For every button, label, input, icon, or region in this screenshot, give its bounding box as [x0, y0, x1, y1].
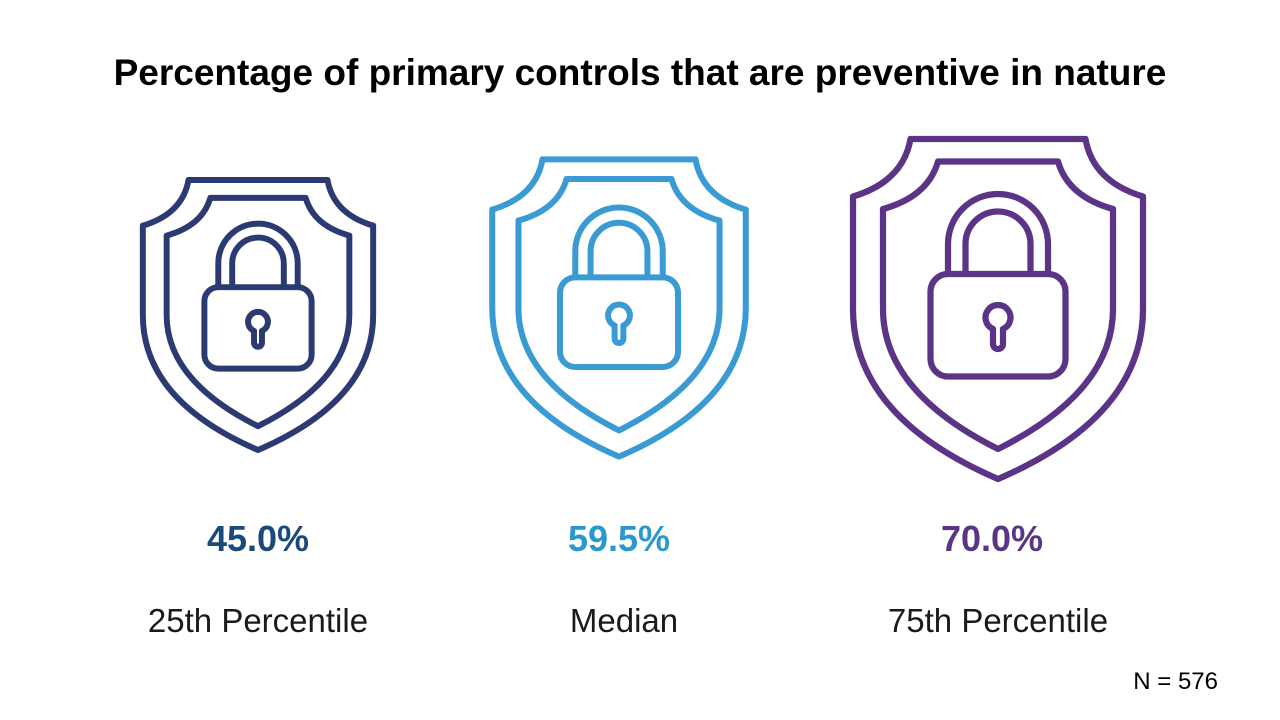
shield-lock-icon — [489, 156, 749, 460]
stat-value-75th: 70.0% — [940, 518, 1044, 559]
stat-value-25th: 45.0% — [206, 518, 310, 559]
stat-label-75th: 75th Percentile — [887, 602, 1109, 639]
stat-label-25th: 25th Percentile — [147, 602, 369, 639]
shield-lock-icon — [849, 135, 1147, 483]
sample-size-note: N = 576 — [1133, 668, 1218, 695]
page-title: Percentage of primary controls that are … — [113, 52, 1167, 93]
stat-value-median: 59.5% — [567, 518, 671, 559]
stat-label-median: Median — [569, 602, 679, 639]
shield-lock-icon — [139, 176, 377, 454]
